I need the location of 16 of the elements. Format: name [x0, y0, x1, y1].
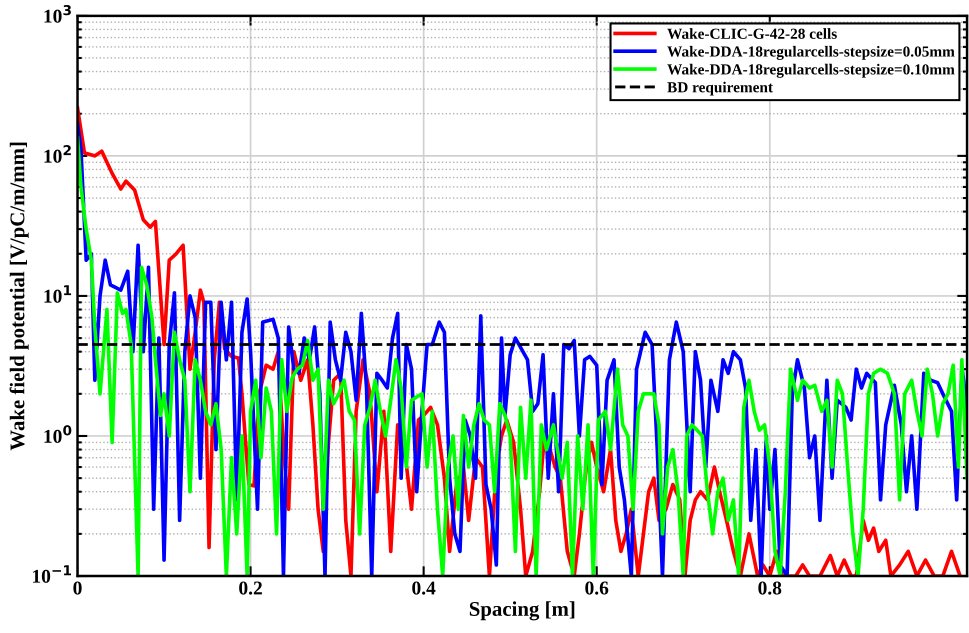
- x-tick-label: 0: [73, 581, 82, 595]
- y-tick-label: 10$^{2}$: [44, 145, 71, 163]
- legend-label: BD requirement: [667, 82, 773, 96]
- y-tick-label: 10$^{3}$: [44, 5, 71, 23]
- legend-label: Wake-DDA-18regularcells-stepsize=0.10mm: [667, 64, 955, 78]
- y-tick-label: 10$^{0}$: [44, 425, 72, 443]
- legend-label: Wake-DDA-18regularcells-stepsize=0.05mm: [667, 46, 955, 60]
- y-axis-title: Wake field potential [V/pC/m/mm]: [10, 142, 29, 450]
- x-tick-label: 0.4: [412, 581, 436, 595]
- legend-label: Wake-CLIC-G-42-28 cells: [667, 28, 837, 39]
- y-tick-label: 10$^{−1}$: [32, 565, 72, 583]
- y-tick-label: 10$^{1}$: [44, 285, 72, 303]
- x-axis-title: Spacing [m]: [470, 601, 574, 620]
- x-tick-label: 0.2: [239, 581, 262, 595]
- x-tick-label: 0.6: [585, 581, 608, 595]
- x-tick-label: 0.8: [758, 581, 782, 595]
